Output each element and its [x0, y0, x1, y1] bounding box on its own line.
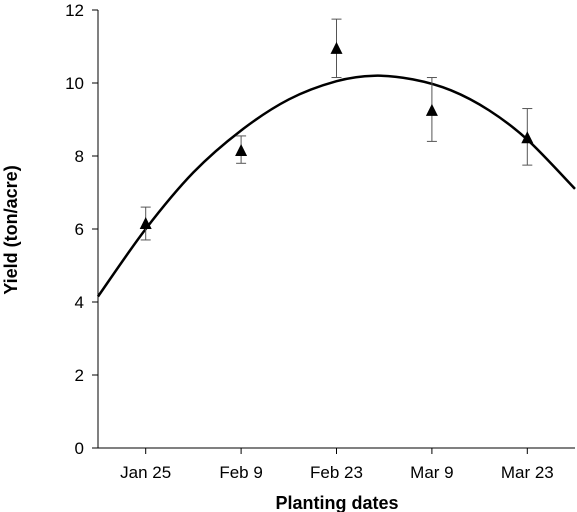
- x-tick-label: Feb 9: [219, 463, 262, 482]
- y-tick-label: 4: [75, 293, 84, 312]
- x-tick-label: Jan 25: [120, 463, 171, 482]
- x-tick-label: Feb 23: [310, 463, 363, 482]
- data-point-triangle: [521, 131, 534, 144]
- data-point-triangle: [330, 41, 343, 54]
- y-tick-label: 8: [75, 147, 84, 166]
- y-tick-label: 2: [75, 366, 84, 385]
- plot-area: 0 2 4 6 8 10 12 Jan 25 Feb 9 Feb 23 Mar 9 Mar 23: [65, 1, 576, 482]
- y-axis-label: Yield (ton/acre): [1, 165, 21, 294]
- y-tick-label: 12: [65, 1, 84, 20]
- data-point-triangle: [425, 103, 438, 116]
- y-tick-label: 0: [75, 439, 84, 458]
- fit-curve: [96, 74, 576, 298]
- x-axis-label: Planting dates: [275, 493, 398, 512]
- x-tick-label: Mar 9: [410, 463, 453, 482]
- x-tick-label: Mar 23: [501, 463, 554, 482]
- data-point-triangle: [139, 217, 152, 230]
- y-tick-label: 10: [65, 74, 84, 93]
- data-point-triangle: [235, 144, 248, 157]
- y-tick-label: 6: [75, 220, 84, 239]
